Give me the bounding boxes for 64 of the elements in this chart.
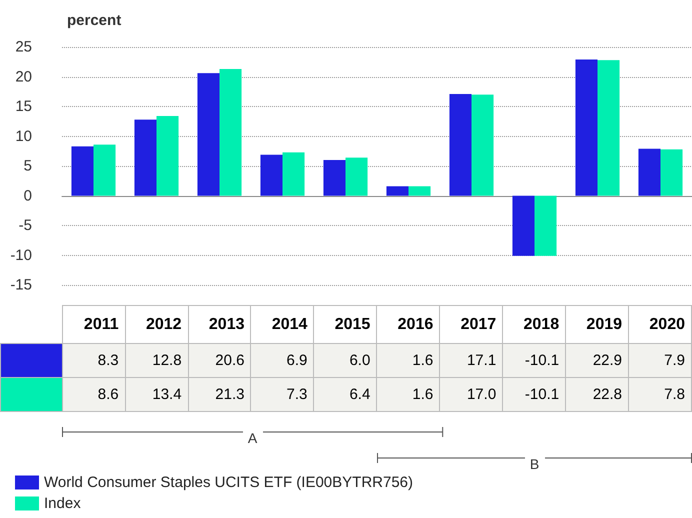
bar — [282, 152, 305, 196]
data-label: 20.6 — [188, 344, 251, 378]
data-label: 17.1 — [440, 344, 503, 378]
data-label: 22.8 — [566, 378, 629, 412]
y-tick-label: 25 — [15, 38, 32, 56]
bar — [220, 69, 242, 196]
data-label: 7.3 — [250, 378, 314, 412]
bar — [156, 116, 179, 196]
data-label: 6.4 — [314, 378, 377, 412]
bar — [575, 59, 598, 196]
y-tick-label: 10 — [15, 128, 32, 145]
x-tick-label: 2015 — [314, 306, 377, 344]
data-label: 1.6 — [376, 378, 440, 412]
bar — [323, 160, 346, 196]
y-tick-label: 0 — [24, 187, 32, 204]
x-tick-label: 2018 — [502, 306, 566, 344]
bar — [472, 94, 494, 196]
data-label: 22.9 — [566, 344, 629, 378]
legend-label: World Consumer Staples UCITS ETF (IE00BYTRR756) — [44, 474, 414, 491]
data-label: 7.8 — [628, 378, 692, 412]
bar — [346, 158, 368, 196]
y-tick-label: 5 — [24, 158, 32, 174]
bar — [534, 196, 557, 256]
legend-label: Index — [44, 495, 82, 512]
x-tick-label: 2013 — [188, 306, 251, 344]
x-tick-label: 2017 — [440, 306, 503, 344]
data-label: 1.6 — [376, 344, 440, 378]
bar — [134, 120, 156, 196]
data-label: 6.9 — [250, 344, 314, 378]
data-label: 12.8 — [125, 344, 188, 378]
x-tick-label: 2014 — [250, 306, 314, 344]
y-tick-label: 20 — [15, 68, 32, 86]
data-label: 7.9 — [628, 344, 692, 378]
x-tick-label: 2016 — [376, 306, 440, 344]
y-tick-label: -10 — [10, 246, 32, 264]
x-tick-label: 2012 — [125, 306, 188, 344]
y-tick-label: -5 — [18, 217, 32, 234]
bar — [71, 146, 94, 196]
data-label: 8.3 — [62, 344, 126, 378]
bar — [660, 149, 683, 196]
bar — [197, 73, 220, 196]
text: A — [242, 430, 263, 446]
bar — [260, 154, 282, 196]
bar — [512, 196, 534, 256]
bar — [94, 144, 116, 196]
x-tick-label: 2019 — [566, 306, 629, 344]
data-label: 13.4 — [125, 378, 188, 412]
data-label: 8.6 — [62, 378, 126, 412]
bar — [449, 94, 472, 196]
bar — [386, 186, 408, 196]
text: B — [524, 456, 544, 472]
x-tick-label: 2011 — [62, 306, 126, 344]
y-axis-title: percent — [67, 12, 122, 29]
y-tick-label: -15 — [10, 276, 32, 294]
data-label: 6.0 — [314, 344, 377, 378]
y-tick-label: 15 — [15, 98, 32, 115]
data-label: -10.1 — [502, 378, 566, 412]
bar — [598, 60, 620, 196]
data-label: 21.3 — [188, 378, 251, 412]
x-tick-label: 2020 — [628, 306, 692, 344]
bar — [408, 186, 431, 196]
data-label: 17.0 — [440, 378, 503, 412]
data-label: -10.1 — [502, 344, 566, 378]
bar — [638, 148, 660, 196]
